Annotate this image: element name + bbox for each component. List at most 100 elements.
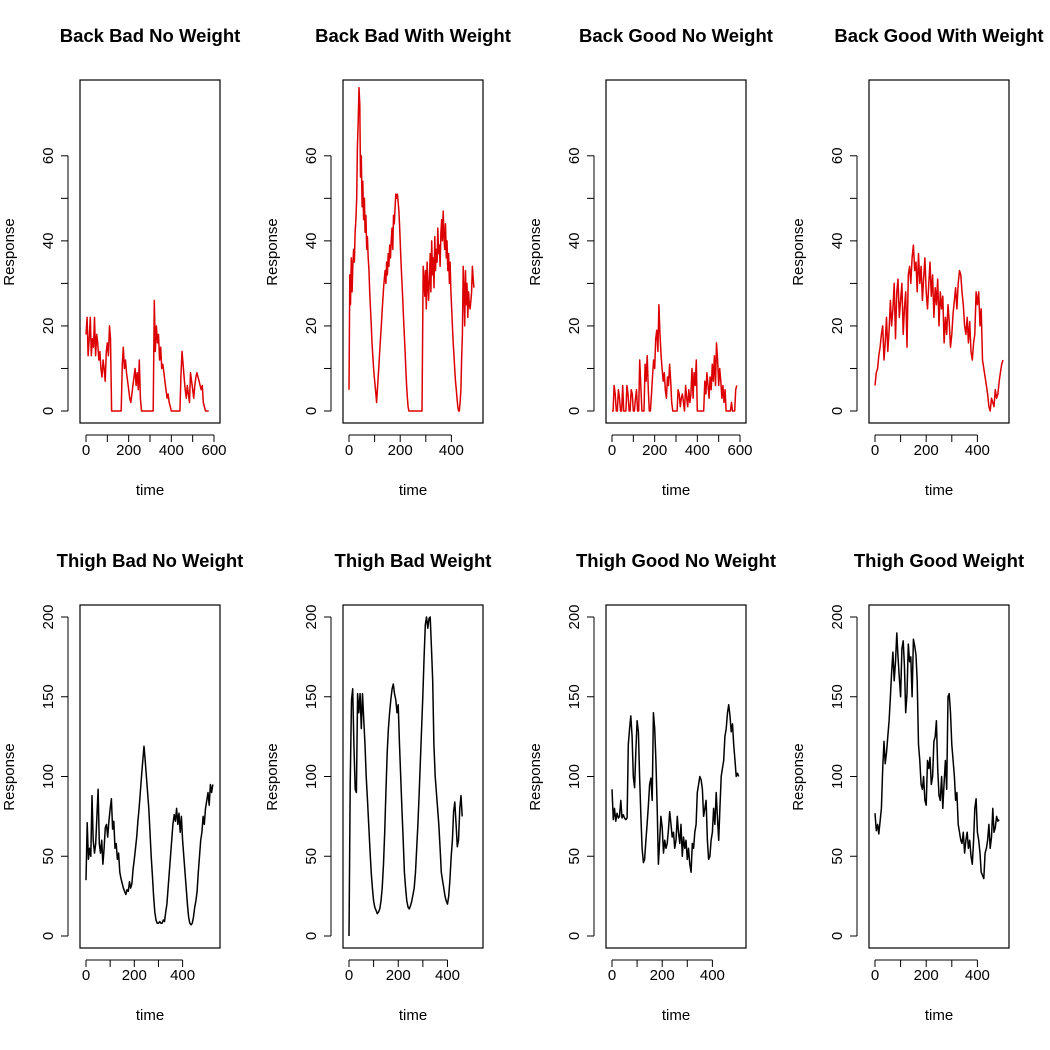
x-tick-label: 200	[386, 967, 411, 984]
x-tick-label: 400	[170, 967, 195, 984]
plot-frame	[342, 79, 484, 424]
x-tick-label: 0	[345, 967, 353, 984]
y-tick-label: 0	[303, 407, 320, 415]
y-tick-label: 0	[40, 932, 57, 940]
y-axis-label: Response	[527, 218, 544, 286]
x-tick-label: 200	[116, 442, 141, 459]
y-tick-label: 40	[566, 233, 583, 250]
panel-7: Thigh Good No Weight 0 200 400 time 0 50 100 150…	[527, 550, 776, 1024]
x-axis-label: time	[399, 482, 427, 499]
plot-frame	[605, 79, 747, 424]
x-tick-label: 0	[871, 442, 879, 459]
x-axis: 0 200 400 600 time	[608, 434, 753, 499]
y-tick-label: 60	[829, 147, 846, 164]
y-tick-label: 150	[566, 684, 583, 709]
x-tick-label: 400	[159, 442, 184, 459]
y-axis: 0 20 40 60 Response	[527, 147, 595, 415]
y-tick-label: 50	[566, 848, 583, 865]
y-tick-label: 150	[829, 684, 846, 709]
chart-title: Thigh Bad Weight	[335, 550, 492, 571]
plot-frame	[868, 79, 1010, 424]
x-tick-label: 0	[608, 967, 616, 984]
x-tick-label: 0	[871, 967, 879, 984]
panel-3: Back Good No Weight 0 200 400 600 time 0 20 40 60…	[527, 25, 773, 499]
plot-frame	[79, 604, 221, 949]
chart-title: Back Bad No Weight	[60, 25, 241, 46]
series-line	[348, 86, 475, 412]
x-tick-label: 400	[685, 442, 710, 459]
x-tick-label: 0	[345, 442, 353, 459]
y-tick-label: 40	[303, 233, 320, 250]
y-axis: 0 20 40 60 Response	[264, 147, 332, 415]
panel-4: Back Good With Weight 0 200 400 time 0 20 40 60 R…	[790, 25, 1044, 499]
x-tick-label: 400	[439, 442, 464, 459]
chart-title: Thigh Good Weight	[854, 550, 1024, 571]
x-axis: 0 200 400 time	[345, 434, 464, 499]
x-axis: 0 200 400 time	[608, 959, 725, 1024]
chart-title: Back Good With Weight	[834, 25, 1043, 46]
y-axis: 0 50 100 150 200 Response	[527, 604, 595, 940]
y-tick-label: 60	[566, 147, 583, 164]
x-axis: 0 200 400 time	[871, 959, 990, 1024]
y-axis: 0 50 100 150 200 Response	[1, 604, 69, 940]
chart-title: Thigh Good No Weight	[576, 550, 776, 571]
x-tick-label: 0	[82, 442, 90, 459]
y-axis-label: Response	[527, 743, 544, 811]
x-axis-label: time	[136, 482, 164, 499]
x-axis-label: time	[925, 482, 953, 499]
y-tick-label: 200	[40, 604, 57, 629]
y-tick-label: 150	[40, 684, 57, 709]
x-axis-label: time	[662, 482, 690, 499]
x-tick-label: 200	[650, 967, 675, 984]
y-tick-label: 40	[40, 233, 57, 250]
panel-6: Thigh Bad Weight 0 200 400 time 0 50 100 150 200 R…	[264, 550, 491, 1024]
x-tick-label: 200	[388, 442, 413, 459]
y-tick-label: 0	[303, 932, 320, 940]
y-tick-label: 20	[40, 318, 57, 335]
series-line	[85, 745, 214, 926]
panel-2: Back Bad With Weight 0 200 400 time 0 20 40 60 Re…	[264, 25, 511, 499]
x-tick-label: 200	[642, 442, 667, 459]
y-tick-label: 200	[303, 604, 320, 629]
x-axis-label: time	[136, 1007, 164, 1024]
y-axis-label: Response	[1, 743, 18, 811]
y-tick-label: 60	[40, 147, 57, 164]
x-tick-label: 400	[700, 967, 725, 984]
y-tick-label: 20	[303, 318, 320, 335]
y-axis-label: Response	[1, 218, 18, 286]
series-line	[348, 616, 463, 937]
series-line	[612, 303, 738, 412]
y-tick-label: 150	[303, 684, 320, 709]
y-axis-label: Response	[264, 218, 281, 286]
y-tick-label: 100	[566, 764, 583, 789]
y-tick-label: 50	[303, 848, 320, 865]
y-tick-label: 50	[829, 848, 846, 865]
y-tick-label: 0	[40, 407, 57, 415]
x-tick-label: 600	[727, 442, 752, 459]
y-tick-label: 0	[829, 932, 846, 940]
y-axis: 0 20 40 60 Response	[1, 147, 69, 415]
plot-frame	[868, 604, 1010, 949]
plot-frame	[605, 604, 747, 949]
y-tick-label: 0	[566, 407, 583, 415]
plot-frame	[79, 79, 221, 424]
chart-title: Back Good No Weight	[579, 25, 773, 46]
y-tick-label: 20	[566, 318, 583, 335]
x-axis: 0 200 400 time	[871, 434, 990, 499]
y-axis: 0 50 100 150 200 Response	[790, 604, 858, 940]
x-tick-label: 400	[965, 967, 990, 984]
y-tick-label: 0	[566, 932, 583, 940]
x-axis: 0 200 400 time	[345, 959, 460, 1024]
x-tick-label: 600	[201, 442, 226, 459]
y-tick-label: 40	[829, 233, 846, 250]
x-tick-label: 200	[122, 967, 147, 984]
panel-8: Thigh Good Weight 0 200 400 time 0 50 100 150 200…	[790, 550, 1024, 1024]
panel-5: Thigh Bad No Weight 0 200 400 time 0 50 100 150 2…	[1, 550, 243, 1024]
plot-frame	[342, 604, 484, 949]
x-tick-label: 0	[82, 967, 90, 984]
y-tick-label: 0	[829, 407, 846, 415]
y-axis-label: Response	[264, 743, 281, 811]
y-tick-label: 200	[829, 604, 846, 629]
y-tick-label: 50	[40, 848, 57, 865]
